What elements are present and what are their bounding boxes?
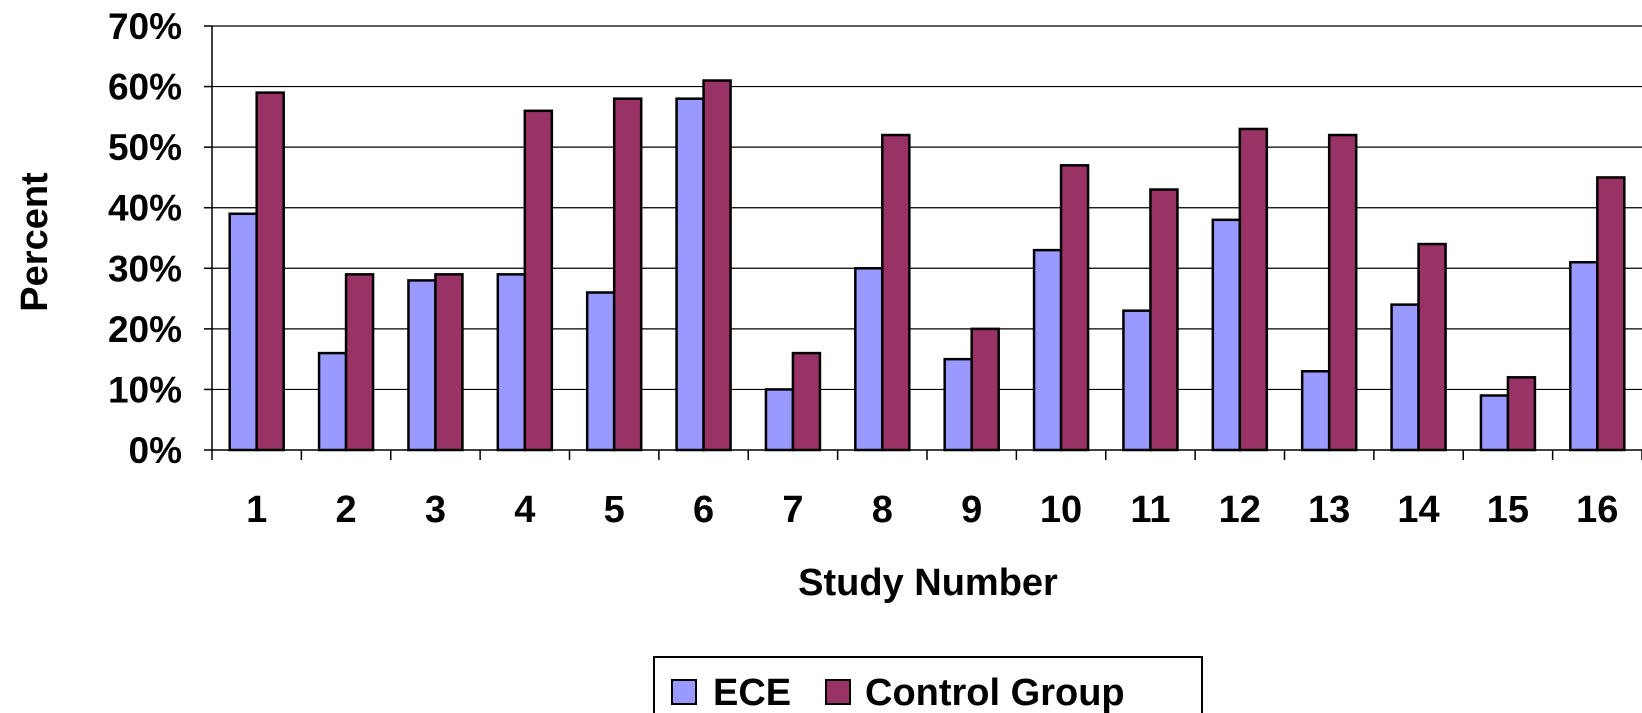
y-tick-label: 20%	[108, 309, 182, 350]
legend-label-ece: ECE	[713, 672, 791, 713]
bar-ece-16	[1569, 260, 1599, 452]
legend-label-control-group: Control Group	[865, 672, 1125, 713]
bar-control-group-4	[523, 109, 554, 452]
x-tick-label: 16	[1576, 489, 1618, 531]
x-tick-label: 13	[1308, 489, 1350, 531]
y-tick-label: 40%	[108, 188, 182, 229]
bar-ece-5	[585, 291, 616, 452]
bars	[228, 79, 1626, 452]
bar-control-group-9	[970, 327, 1000, 452]
bar-ece-12	[1211, 218, 1242, 452]
bar-control-group-14	[1417, 242, 1447, 452]
bar-ece-2	[317, 351, 348, 452]
legend-frame	[653, 656, 1203, 713]
bar-control-group-11	[1149, 188, 1179, 452]
x-tick-label: 8	[872, 489, 893, 531]
bar-ece-10	[1032, 248, 1063, 452]
bar-control-group-15	[1506, 376, 1537, 452]
y-axis-title: Percent	[14, 172, 56, 312]
bar-ece-1	[228, 212, 258, 452]
bar-control-group-3	[434, 273, 464, 452]
x-axis-title: Study Number	[798, 562, 1058, 604]
bar-ece-15	[1479, 394, 1510, 452]
bar-control-group-12	[1238, 127, 1269, 452]
legend-swatch-control-group	[825, 679, 851, 705]
bar-control-group-1	[255, 91, 285, 452]
y-tick-labels: 0% 10% 20% 30% 40% 50% 60% 70%	[108, 6, 182, 471]
bar-ece-3	[407, 279, 437, 452]
bar-ece-11	[1122, 309, 1152, 452]
bar-ece-6	[675, 97, 705, 452]
x-tick-labels: 1 2 3 4 5 6 7 8 9 10 11 12 13 14 15 16	[246, 489, 1618, 531]
bar-control-group-7	[791, 351, 822, 452]
y-tick-label: 0%	[129, 430, 182, 471]
bar-ece-13	[1300, 370, 1331, 452]
x-tick-label: 11	[1130, 489, 1170, 531]
bar-ece-7	[764, 388, 795, 452]
x-tick-label: 4	[514, 489, 535, 531]
x-tick-label: 10	[1040, 489, 1082, 531]
x-tick-label: 9	[961, 489, 982, 531]
bar-ece-14	[1390, 303, 1420, 452]
y-tick-label: 10%	[108, 369, 182, 410]
bar-control-group-16	[1596, 176, 1626, 452]
x-tick-label: 14	[1397, 489, 1439, 531]
bar-ece-8	[854, 267, 884, 452]
x-tick-label: 15	[1487, 489, 1529, 531]
x-tick-label: 6	[693, 489, 714, 531]
x-tick-label: 5	[604, 489, 625, 531]
bar-control-group-13	[1327, 133, 1358, 452]
x-tick-label: 12	[1219, 489, 1261, 531]
x-tick-label: 7	[782, 489, 803, 531]
bar-ece-9	[943, 357, 973, 452]
bar-control-group-8	[881, 133, 911, 452]
x-tick-label: 3	[425, 489, 446, 531]
y-tick-label: 30%	[108, 248, 182, 289]
y-tick-label: 50%	[108, 127, 182, 168]
axes	[204, 25, 1642, 460]
legend: ECE Control Group	[653, 656, 1203, 713]
legend-swatch-ece	[671, 679, 697, 705]
x-tick-label: 2	[335, 489, 356, 531]
bar-control-group-10	[1059, 164, 1090, 452]
bar-control-group-2	[344, 273, 375, 452]
y-tick-label: 70%	[108, 6, 182, 47]
bar-control-group-5	[612, 97, 643, 452]
y-tick-label: 60%	[108, 67, 182, 108]
bar-control-group-6	[702, 79, 732, 452]
x-tick-label: 1	[246, 489, 267, 531]
bar-ece-4	[496, 273, 527, 452]
